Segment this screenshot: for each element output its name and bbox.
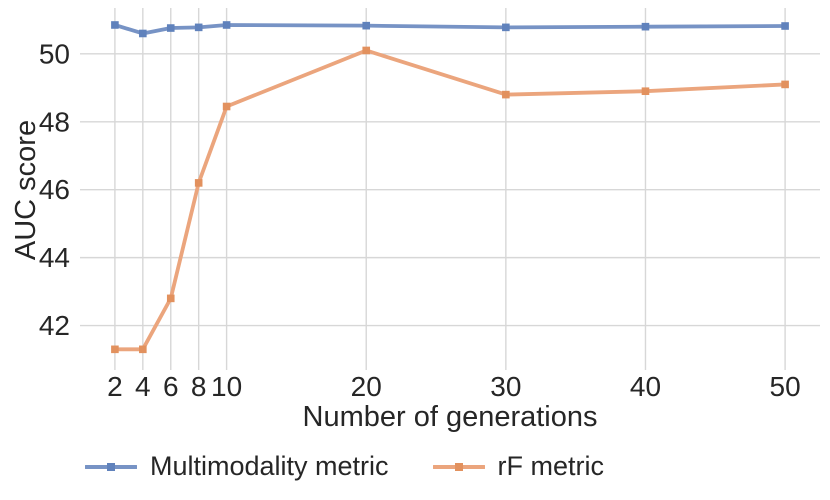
- y-axis-label: AUC score: [10, 119, 42, 261]
- series-line: [113, 48, 787, 352]
- y-tick-label: 42: [39, 310, 70, 341]
- x-tick-label: 30: [490, 371, 521, 402]
- legend-marker: [107, 462, 115, 471]
- legend-item-multimodality-metric: Multimodality metric: [85, 451, 389, 482]
- legend-marker: [454, 462, 463, 471]
- y-tick-label: 46: [39, 174, 70, 205]
- legend-line-sample-icon: [432, 462, 485, 471]
- data-point-marker: [139, 345, 147, 354]
- data-point-marker: [166, 294, 175, 303]
- legend-label: rF metric: [497, 451, 605, 481]
- data-point-marker: [781, 80, 789, 89]
- x-tick-label: 6: [163, 371, 179, 402]
- x-tick-label: 40: [630, 371, 661, 402]
- data-point-marker: [194, 179, 203, 187]
- legend: Multimodality metric rF metric: [85, 451, 604, 482]
- data-point-marker: [362, 21, 371, 30]
- x-tick-label: 20: [351, 371, 382, 402]
- data-point-marker: [222, 102, 231, 111]
- x-axis-label: Number of generations: [302, 401, 598, 433]
- data-point-marker: [111, 345, 119, 354]
- data-point-marker: [111, 21, 119, 29]
- x-tick-label: 8: [191, 371, 207, 402]
- x-tick-label: 2: [107, 371, 123, 402]
- x-tick-label: 4: [135, 371, 151, 402]
- x-tick-label: 50: [770, 371, 801, 402]
- legend-item-rf-metric: rF metric: [432, 451, 605, 482]
- data-point-marker: [641, 87, 650, 96]
- data-point-marker: [362, 46, 371, 55]
- legend-line-sample-icon: [85, 462, 137, 471]
- series-line: [113, 23, 787, 36]
- data-point-marker: [781, 22, 789, 30]
- y-tick-label: 44: [39, 242, 70, 273]
- data-point-marker: [194, 23, 203, 32]
- y-tick-label: 48: [39, 106, 70, 137]
- data-point-marker: [502, 90, 510, 99]
- data-point-marker: [641, 22, 650, 31]
- legend-label: Multimodality metric: [150, 451, 389, 481]
- data-point-marker: [139, 29, 147, 38]
- data-point-marker: [222, 21, 231, 29]
- data-point-marker: [502, 23, 510, 32]
- y-tick-label: 50: [39, 38, 70, 69]
- data-point-marker: [166, 24, 175, 32]
- x-tick-label: 10: [211, 371, 242, 402]
